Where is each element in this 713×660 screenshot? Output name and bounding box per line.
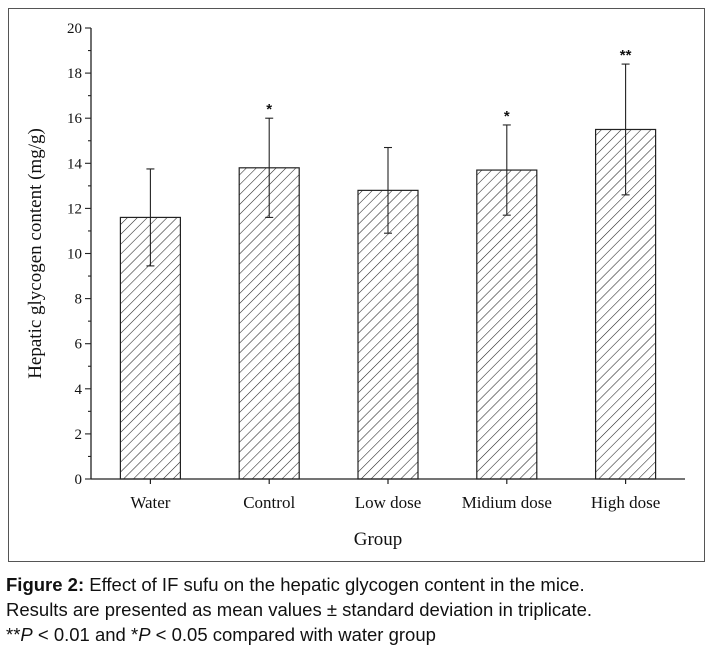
y-tick-label-4: 4 — [75, 382, 83, 398]
y-tick-label-6: 6 — [75, 337, 83, 353]
x-tick-label-4: High dose — [591, 493, 660, 512]
figure-frame: Water * Control Low dose * Midium dose ** High … — [8, 8, 705, 562]
y-tick-label-0: 0 — [75, 472, 83, 488]
y-tick-label-18: 18 — [67, 66, 82, 82]
caption-p-italic-1: P — [20, 624, 33, 645]
caption-p-italic-2: P — [138, 624, 151, 645]
y-tick-label-8: 8 — [75, 292, 83, 308]
caption-stars-double: ** — [6, 624, 21, 645]
bar-1 — [238, 167, 300, 480]
caption-figure-label: Figure 2: — [6, 574, 85, 595]
y-axis-title: Hepatic glycogen content (mg/g) — [25, 128, 46, 379]
y-tick-label-2: 2 — [75, 427, 83, 443]
caption-title: Effect of IF sufu on the hepatic glycoge… — [84, 574, 585, 595]
x-tick-label-0: Water — [130, 493, 170, 512]
significance-marker-3: * — [504, 108, 510, 125]
caption-line-3: **P < 0.01 and *P < 0.05 compared with w… — [6, 622, 711, 647]
caption-line-2: Results are presented as mean values ± s… — [6, 599, 593, 620]
bar-3 — [476, 169, 538, 480]
y-tick-label-12: 12 — [67, 201, 82, 217]
y-tick-label-16: 16 — [67, 111, 83, 127]
x-tick-label-1: Control — [243, 493, 295, 512]
x-axis-title: Group — [354, 529, 403, 550]
bar-chart: Water * Control Low dose * Midium dose ** High … — [25, 21, 685, 550]
caption-threshold-2: < 0.05 compared with water group — [150, 624, 436, 645]
x-tick-label-2: Low dose — [355, 493, 422, 512]
caption-threshold-1: < 0.01 and * — [32, 624, 139, 645]
significance-marker-1: * — [266, 101, 272, 118]
x-tick-label-3: Midium dose — [462, 493, 552, 512]
caption-line-1: Figure 2: Effect of IF sufu on the hepat… — [6, 572, 711, 597]
y-tick-label-10: 10 — [67, 247, 82, 263]
figure-caption: Figure 2: Effect of IF sufu on the hepat… — [6, 572, 711, 647]
y-tick-label-20: 20 — [67, 21, 82, 37]
y-tick-label-14: 14 — [67, 156, 83, 172]
significance-marker-4: ** — [620, 47, 632, 64]
